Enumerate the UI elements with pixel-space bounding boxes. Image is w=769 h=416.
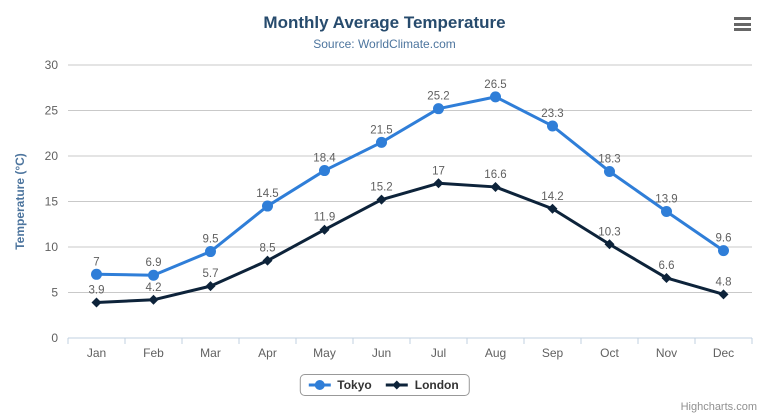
chart-subtitle: Source: WorldClimate.com (313, 37, 456, 51)
series-london-line[interactable] (95, 181, 725, 305)
x-axis-label: Mar (200, 346, 221, 360)
hamburger-bar (734, 28, 751, 31)
series-tokyo-data-label: 25.2 (427, 91, 449, 103)
series-london-data-label: 17 (432, 165, 445, 177)
hamburger-bar (734, 22, 751, 26)
y-axis-label: 30 (45, 58, 59, 72)
y-axis-title: Temperature (°C) (13, 153, 27, 250)
x-axis-label: Jul (431, 346, 446, 360)
series-tokyo-data-label: 18.4 (313, 153, 336, 165)
x-axis-label: Jun (372, 346, 391, 360)
y-axis-label: 5 (51, 286, 58, 300)
legend-item-tokyo[interactable]: Tokyo (306, 378, 372, 392)
series-london-data-label: 15.2 (370, 182, 392, 194)
series-london-marker[interactable] (661, 272, 672, 283)
series-tokyo-marker[interactable] (148, 269, 159, 281)
series-tokyo-data-label: 18.3 (598, 153, 620, 165)
series-tokyo-line[interactable] (95, 95, 725, 277)
series-tokyo-marker[interactable] (490, 91, 501, 103)
series-tokyo-marker[interactable] (547, 120, 558, 132)
series-london-data-label: 6.6 (659, 260, 675, 272)
x-axis-label: Feb (143, 346, 164, 360)
series-tokyo-data-label: 26.5 (484, 79, 506, 91)
series-london-data-label: 16.6 (484, 169, 506, 181)
series-london-data-label: 5.7 (203, 268, 219, 280)
series-tokyo-marker[interactable] (205, 246, 216, 258)
series-tokyo-marker[interactable] (718, 245, 729, 257)
series-tokyo-data-label: 13.9 (655, 194, 677, 206)
series-london-marker[interactable] (376, 194, 387, 205)
series-london-marker[interactable] (604, 239, 615, 250)
y-axis-label: 25 (45, 104, 59, 118)
series-tokyo-data-label: 6.9 (146, 257, 162, 269)
credits-link[interactable]: Highcharts.com (680, 401, 757, 413)
series-london-marker[interactable] (91, 297, 102, 308)
y-axis-label: 10 (45, 240, 59, 254)
series-london-marker[interactable] (319, 224, 330, 235)
legend-circle-marker-icon (308, 380, 331, 390)
series-tokyo-marker[interactable] (661, 206, 672, 218)
x-axis-label: Apr (258, 346, 277, 360)
series-tokyo-data-label: 9.5 (203, 234, 219, 246)
series-london-marker[interactable] (718, 289, 729, 300)
y-axis-label: 20 (45, 149, 59, 163)
series-tokyo-data-label: 14.5 (256, 188, 278, 200)
y-axis-label: 0 (51, 331, 58, 345)
legend-label-london: London (414, 378, 459, 392)
series-tokyo-marker[interactable] (433, 103, 444, 115)
hamburger-menu-icon[interactable] (733, 15, 753, 33)
series-london-marker[interactable] (547, 203, 558, 214)
series-london-marker[interactable] (148, 294, 159, 305)
series-tokyo-data-label: 7 (93, 256, 99, 268)
y-axis-label: 15 (45, 195, 59, 209)
legend: Tokyo London (299, 374, 470, 396)
x-axis-label: May (313, 346, 336, 360)
series-london-marker[interactable] (205, 281, 216, 292)
series-tokyo-marker[interactable] (376, 136, 387, 148)
series-london-data-label: 4.2 (146, 282, 162, 294)
legend-label-tokyo: Tokyo (337, 378, 372, 392)
series-london-data-label: 8.5 (260, 243, 276, 255)
series-london-data-label: 14.2 (541, 191, 563, 203)
series-london-marker[interactable] (490, 181, 501, 192)
series-tokyo-marker[interactable] (319, 165, 330, 177)
legend-item-london[interactable]: London (384, 378, 459, 392)
series-tokyo-marker[interactable] (604, 165, 615, 177)
hamburger-bar (734, 17, 751, 20)
series-tokyo-marker[interactable] (262, 200, 273, 212)
series-tokyo-data-label: 23.3 (541, 108, 563, 120)
series-tokyo-marker[interactable] (91, 268, 102, 280)
series-london-marker[interactable] (433, 178, 444, 189)
legend-diamond-marker-icon (385, 380, 408, 390)
x-axis-label: Nov (656, 346, 677, 360)
x-axis-label: Dec (713, 346, 734, 360)
series-london-data-label: 4.8 (716, 276, 732, 288)
series-london-data-label: 11.9 (314, 212, 336, 224)
series-tokyo-data-label: 9.6 (716, 233, 732, 245)
x-axis-label: Jan (87, 346, 106, 360)
x-axis-label: Oct (600, 346, 619, 360)
chart-title: Monthly Average Temperature (263, 13, 506, 32)
x-axis-label: Sep (542, 346, 564, 360)
series-tokyo-data-label: 21.5 (370, 124, 392, 136)
series-london-marker[interactable] (262, 255, 273, 266)
series-london-data-label: 3.9 (89, 285, 105, 297)
x-axis-label: Aug (485, 346, 506, 360)
series-london-data-label: 10.3 (598, 226, 620, 238)
